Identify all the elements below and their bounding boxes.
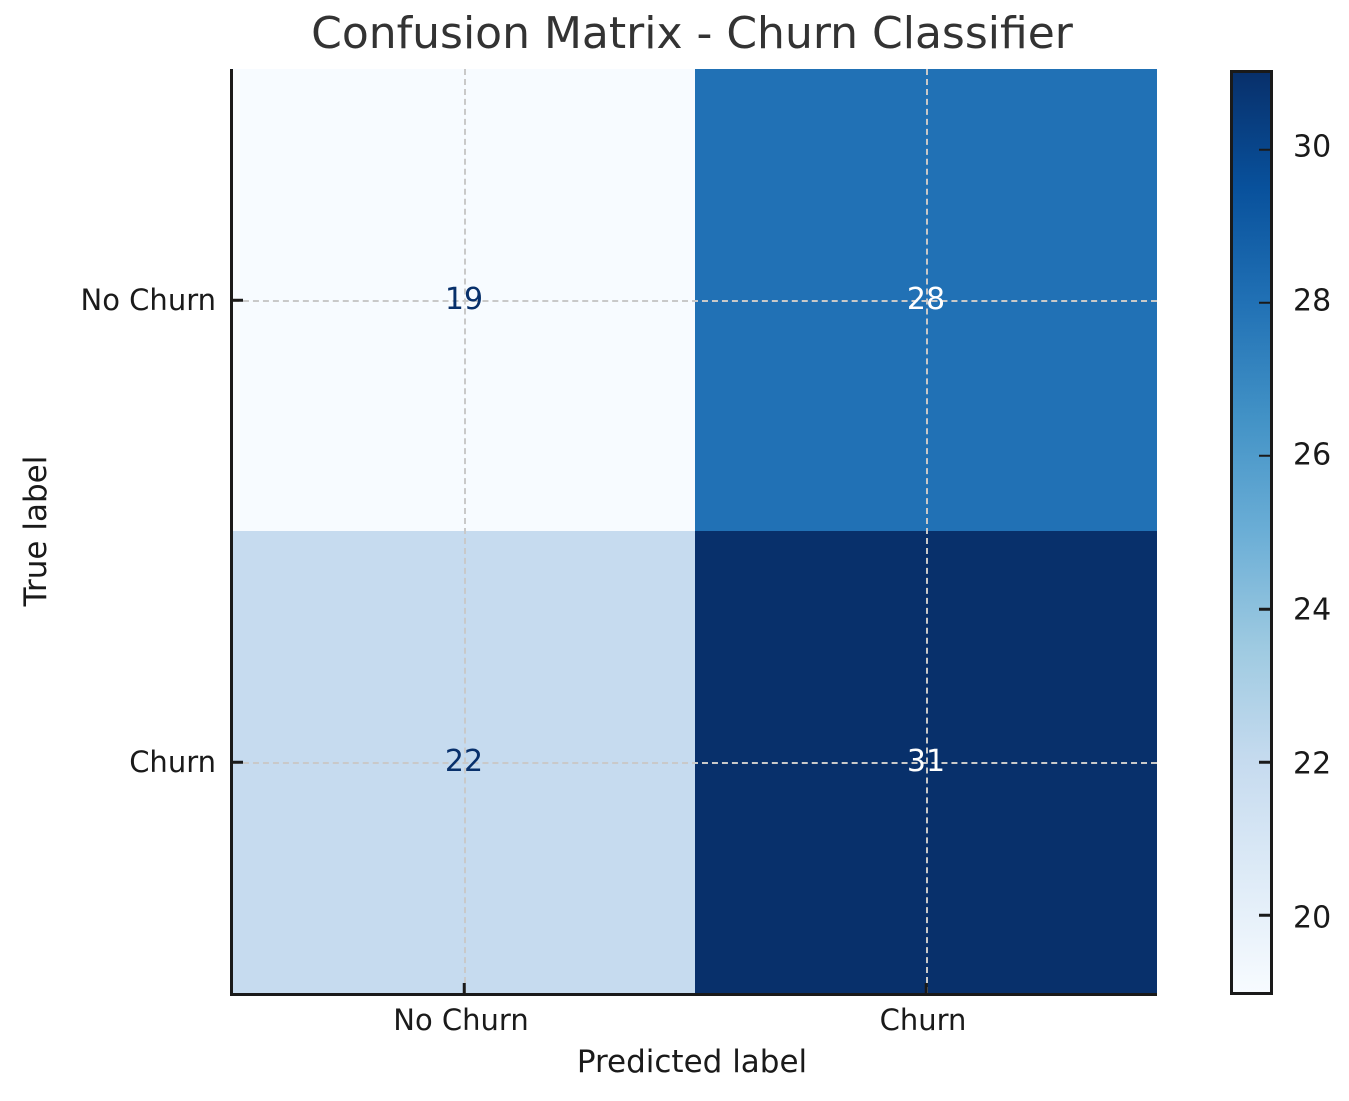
y-tick-label-nochurn: No Churn: [80, 283, 216, 317]
colorbar-tick-mark-26: [1259, 454, 1270, 458]
x-tick-mark-nochurn: [462, 983, 466, 993]
gridline-vertical-1: [464, 69, 466, 993]
heatmap-cells: [233, 69, 1157, 993]
y-tick-mark-churn: [233, 760, 243, 764]
gridline-horizontal-2: [233, 762, 1157, 764]
y-tick-mark-nochurn: [233, 298, 243, 302]
x-tick-mark-churn: [924, 983, 928, 993]
colorbar-tick-label-26: 26: [1293, 437, 1332, 473]
chart-title: Confusion Matrix - Churn Classifier: [311, 8, 1073, 59]
heatmap-plot-area: 19 28 22 31: [230, 69, 1157, 996]
colorbar-tick-label-30: 30: [1293, 129, 1332, 165]
y-tick-label-churn: Churn: [129, 745, 216, 779]
gridline-vertical-2: [926, 69, 928, 993]
cell-value-19: 19: [444, 282, 484, 317]
cell-value-22: 22: [444, 744, 484, 779]
x-tick-label-nochurn: No Churn: [393, 1003, 529, 1037]
cell-value-28: 28: [906, 282, 946, 317]
x-tick-label-churn: Churn: [879, 1003, 967, 1037]
colorbar: [1230, 70, 1273, 995]
colorbar-tick-label-20: 20: [1293, 900, 1332, 936]
colorbar-tick-mark-22: [1259, 761, 1270, 764]
x-axis-label: Predicted label: [576, 1044, 808, 1080]
gridline-horizontal-1: [233, 300, 1157, 302]
colorbar-tick-mark-28: [1259, 301, 1270, 304]
colorbar-tick-mark-24: [1259, 607, 1270, 611]
colorbar-tick-label-22: 22: [1293, 746, 1332, 782]
cell-value-31: 31: [906, 744, 946, 779]
colorbar-tick-mark-20: [1259, 914, 1270, 917]
colorbar-tick-label-24: 24: [1293, 592, 1332, 628]
colorbar-tick-label-28: 28: [1293, 283, 1332, 319]
y-axis-label: True label: [18, 455, 54, 607]
colorbar-tick-mark-30: [1259, 148, 1270, 151]
